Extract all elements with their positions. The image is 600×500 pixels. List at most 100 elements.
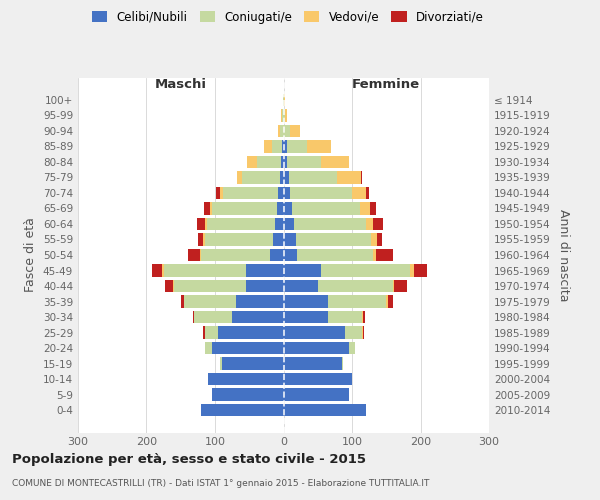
- Bar: [162, 264, 164, 277]
- Bar: [377, 233, 382, 246]
- Bar: [410, 264, 413, 277]
- Bar: [222, 357, 284, 370]
- Bar: [232, 310, 284, 324]
- Bar: [275, 218, 284, 230]
- Bar: [283, 94, 284, 106]
- Bar: [366, 218, 373, 230]
- Bar: [376, 248, 393, 262]
- Bar: [282, 140, 284, 153]
- Bar: [270, 248, 284, 262]
- Y-axis label: Anni di nascita: Anni di nascita: [557, 209, 570, 301]
- Bar: [287, 140, 307, 153]
- Bar: [361, 171, 362, 184]
- Bar: [362, 310, 363, 324]
- Bar: [236, 295, 284, 308]
- Bar: [281, 109, 282, 122]
- Bar: [220, 357, 222, 370]
- Bar: [207, 218, 275, 230]
- Bar: [204, 202, 209, 215]
- Bar: [218, 326, 284, 339]
- Bar: [246, 280, 284, 292]
- Bar: [247, 156, 257, 168]
- Bar: [297, 248, 373, 262]
- Bar: [165, 280, 173, 292]
- Bar: [360, 202, 370, 215]
- Bar: [284, 280, 318, 292]
- Bar: [202, 248, 270, 262]
- Bar: [173, 280, 174, 292]
- Bar: [284, 357, 342, 370]
- Bar: [280, 124, 284, 138]
- Bar: [284, 372, 352, 386]
- Bar: [284, 326, 345, 339]
- Bar: [294, 218, 366, 230]
- Bar: [205, 342, 212, 354]
- Bar: [284, 186, 290, 200]
- Bar: [281, 156, 284, 168]
- Bar: [284, 156, 287, 168]
- Bar: [217, 186, 220, 200]
- Bar: [285, 109, 287, 122]
- Bar: [246, 264, 284, 277]
- Bar: [284, 233, 296, 246]
- Bar: [290, 124, 300, 138]
- Bar: [352, 186, 366, 200]
- Bar: [198, 233, 203, 246]
- Bar: [205, 326, 218, 339]
- Bar: [193, 310, 194, 324]
- Bar: [321, 156, 349, 168]
- Text: Femmine: Femmine: [352, 78, 421, 90]
- Bar: [273, 233, 284, 246]
- Text: COMUNE DI MONTECASTRILLI (TR) - Dati ISTAT 1° gennaio 2015 - Elaborazione TUTTIT: COMUNE DI MONTECASTRILLI (TR) - Dati IST…: [12, 479, 430, 488]
- Bar: [200, 248, 202, 262]
- Bar: [296, 233, 371, 246]
- Bar: [337, 171, 361, 184]
- Bar: [278, 186, 284, 200]
- Bar: [197, 218, 205, 230]
- Bar: [413, 264, 427, 277]
- Bar: [164, 264, 246, 277]
- Bar: [284, 248, 297, 262]
- Bar: [363, 326, 364, 339]
- Bar: [205, 218, 207, 230]
- Bar: [373, 248, 376, 262]
- Bar: [188, 248, 200, 262]
- Bar: [284, 310, 328, 324]
- Bar: [282, 109, 284, 122]
- Bar: [284, 202, 292, 215]
- Bar: [284, 109, 285, 122]
- Bar: [289, 171, 337, 184]
- Bar: [290, 186, 352, 200]
- Bar: [318, 280, 393, 292]
- Bar: [277, 202, 284, 215]
- Bar: [370, 202, 376, 215]
- Bar: [278, 124, 280, 138]
- Bar: [174, 280, 246, 292]
- Bar: [208, 372, 284, 386]
- Bar: [257, 156, 281, 168]
- Bar: [366, 186, 369, 200]
- Bar: [284, 124, 290, 138]
- Bar: [203, 326, 205, 339]
- Bar: [284, 140, 287, 153]
- Bar: [209, 202, 212, 215]
- Bar: [194, 310, 232, 324]
- Bar: [205, 233, 273, 246]
- Bar: [371, 233, 377, 246]
- Bar: [373, 218, 383, 230]
- Bar: [284, 264, 321, 277]
- Bar: [212, 388, 284, 401]
- Bar: [242, 171, 280, 184]
- Bar: [363, 310, 365, 324]
- Legend: Celibi/Nubili, Coniugati/e, Vedovi/e, Divorziati/e: Celibi/Nubili, Coniugati/e, Vedovi/e, Di…: [87, 6, 489, 28]
- Bar: [321, 264, 410, 277]
- Bar: [393, 280, 394, 292]
- Bar: [284, 404, 366, 416]
- Bar: [223, 186, 278, 200]
- Bar: [284, 342, 349, 354]
- Bar: [284, 171, 289, 184]
- Bar: [237, 171, 242, 184]
- Y-axis label: Fasce di età: Fasce di età: [25, 218, 37, 292]
- Bar: [386, 295, 388, 308]
- Bar: [152, 264, 162, 277]
